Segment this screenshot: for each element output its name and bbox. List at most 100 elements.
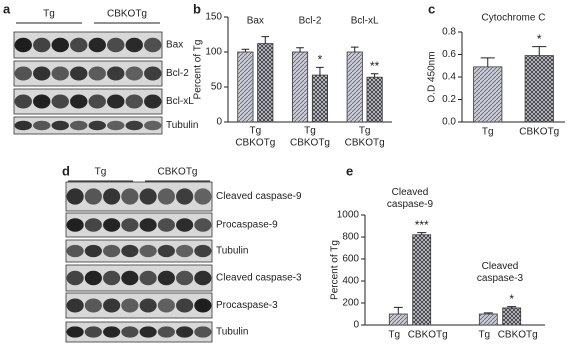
blot-band (157, 218, 175, 232)
row-label: Cleaved caspase-3 (216, 273, 302, 284)
row-label: Tubulin (166, 120, 198, 131)
blot-band (103, 218, 121, 232)
category-label: Cleaved caspase-3 (476, 260, 524, 284)
blot-band (66, 270, 84, 286)
blot-band (107, 94, 125, 109)
x-tick-label: CBKOTg (408, 330, 448, 341)
x-tick-label: Tg (388, 330, 400, 341)
panel-label: a (3, 1, 11, 16)
row-label: Bax (166, 40, 183, 51)
significance: *** (415, 218, 429, 232)
error-bar (261, 36, 270, 44)
y-tick-label: 400 (342, 276, 359, 287)
bar-hatch (412, 234, 431, 325)
y-axis-label: Percent of Tg (193, 40, 204, 100)
blot-band (88, 66, 106, 81)
y-axis-label: Percent of Tg (330, 240, 341, 300)
significance: * (509, 292, 514, 306)
y-axis-label: O.D 450nm (427, 51, 438, 102)
error-bar (393, 306, 403, 314)
y-tick-label: 0.0 (442, 117, 456, 128)
y-tick-label: 1000 (337, 210, 360, 221)
panel-label: c (428, 1, 435, 16)
x-tick-label: Tg (249, 126, 261, 137)
x-tick-label: Tg (304, 126, 316, 137)
y-tick-label: 150 (205, 12, 222, 23)
blot-band (194, 326, 212, 338)
row-label: Tubulin (216, 327, 248, 338)
error-bar (483, 312, 493, 314)
bar-hatch (479, 314, 498, 325)
bar-hatch (257, 43, 273, 122)
blot-band (139, 298, 157, 313)
blot-band (70, 66, 88, 81)
panel-label: d (62, 163, 70, 178)
blot-band (66, 218, 84, 232)
blot-band (51, 94, 69, 109)
blot-band (33, 37, 51, 53)
blot-band (14, 37, 32, 53)
significance: ** (370, 59, 380, 73)
x-tick-label: CBKOTg (345, 138, 385, 149)
blot-band (176, 270, 194, 286)
blot-band (194, 218, 212, 232)
error-bar (241, 48, 250, 52)
x-tick-label: CBKOTg (519, 127, 559, 138)
blot-band (103, 270, 121, 286)
blot-band (88, 37, 106, 53)
group-label: CBKOTg (157, 167, 197, 178)
significance: * (537, 32, 542, 46)
blot-strip (65, 239, 213, 263)
row-label: Cleaved caspase-9 (216, 191, 302, 202)
group-label: Tg (43, 9, 55, 20)
group-label: CBKOTg (107, 9, 147, 20)
blot-band (121, 244, 139, 258)
row-label: Bcl-2 (166, 68, 189, 79)
blot-band (176, 218, 194, 232)
bar-hatch (473, 66, 502, 122)
category-label: Bax (247, 16, 264, 27)
blot-band (103, 298, 121, 313)
blot-band (121, 188, 139, 205)
blot-band (33, 94, 51, 109)
bar-hatch (347, 52, 363, 122)
y-tick-label: 0 (353, 320, 359, 331)
group-label: Tg (95, 167, 107, 178)
y-tick-label: 50 (211, 82, 223, 93)
y-tick-label: 200 (342, 298, 359, 309)
blot-band (176, 298, 194, 313)
blot-band (144, 66, 162, 81)
row-label: Bcl-xL (166, 96, 194, 107)
blot-band (66, 326, 84, 338)
blot-band (125, 37, 143, 53)
significance: * (318, 53, 323, 67)
blot-band (176, 244, 194, 258)
bar-hatch (312, 75, 328, 122)
blot-band (176, 326, 194, 338)
blot-band (51, 37, 69, 53)
blot-band (194, 270, 212, 286)
error-bar (370, 73, 379, 78)
blot-band (51, 120, 69, 131)
error-bar (316, 66, 324, 76)
blot-band (125, 66, 143, 81)
blot-band (66, 298, 84, 313)
error-bar (532, 46, 547, 56)
error-bar (417, 232, 427, 235)
error-bar (296, 47, 304, 52)
blot-band (84, 218, 102, 232)
y-tick-label: 0 (216, 117, 222, 128)
row-label: Procaspase-3 (216, 300, 278, 311)
chart-title: Cytochrome C (482, 13, 546, 24)
blot-band (103, 188, 121, 205)
blot-band (33, 66, 51, 81)
error-bar (350, 46, 359, 52)
blot-band (66, 188, 84, 205)
blot-band (107, 66, 125, 81)
y-tick-label: 0.8 (442, 27, 456, 38)
blot-band (88, 120, 106, 131)
blot-band (51, 66, 69, 81)
blot-band (107, 37, 125, 53)
blot-band (139, 270, 157, 286)
